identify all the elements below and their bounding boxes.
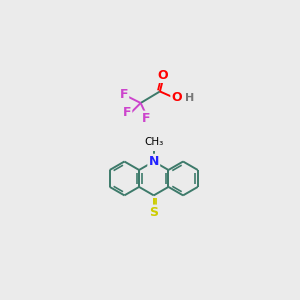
Text: S: S <box>149 206 158 219</box>
Text: CH₃: CH₃ <box>144 137 164 147</box>
Text: F: F <box>123 106 131 119</box>
Text: O: O <box>172 91 182 104</box>
Text: O: O <box>158 69 168 82</box>
Text: F: F <box>142 112 150 125</box>
Text: F: F <box>119 88 128 101</box>
Text: N: N <box>148 155 159 168</box>
Text: H: H <box>184 93 194 103</box>
